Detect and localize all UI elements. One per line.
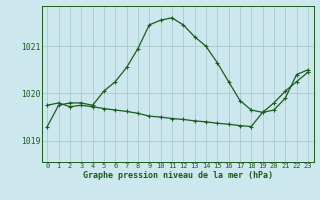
X-axis label: Graphe pression niveau de la mer (hPa): Graphe pression niveau de la mer (hPa) [83,171,273,180]
